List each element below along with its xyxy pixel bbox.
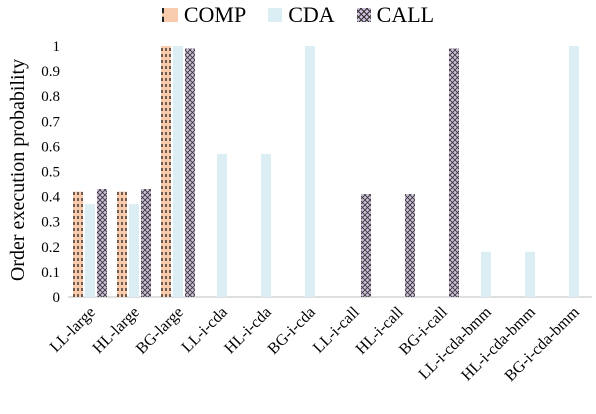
bar-call-bg-large <box>185 48 195 298</box>
bar-call-ll-i-call <box>361 194 371 297</box>
bar-cda-hl-i-cda-bmm <box>525 251 535 297</box>
legend-label-comp: COMP <box>183 2 247 27</box>
legend: COMP CDA CALL <box>0 0 596 30</box>
y-tick-label: 0.6 <box>41 139 60 155</box>
bars <box>73 46 579 298</box>
x-tick-label: HL-large <box>90 304 143 357</box>
legend-label-call: CALL <box>376 2 435 27</box>
bar-call-ll-large <box>97 189 107 297</box>
y-tick-label: 0.3 <box>41 215 60 231</box>
legend-swatch-call <box>356 8 371 22</box>
bar-cda-bg-i-cda-bmm <box>569 46 579 297</box>
bar-comp-bg-large <box>161 46 171 297</box>
bar-comp-ll-large <box>73 191 83 297</box>
legend-swatch-comp <box>161 8 178 22</box>
y-tick-label: 0 <box>53 290 61 306</box>
bar-comp-hl-large <box>117 191 127 297</box>
y-tick-label: 0.4 <box>41 190 60 206</box>
legend-item-comp: COMP <box>161 2 247 28</box>
y-axis-label: Order execution probability <box>7 59 29 281</box>
bar-cda-ll-large <box>85 204 95 297</box>
x-tick-label: BG-large <box>133 304 187 358</box>
bar-cda-ll-i-cda-bmm <box>481 251 491 297</box>
bar-cda-hl-i-cda <box>261 153 271 297</box>
x-tick-label: BG-i-cda <box>265 304 319 358</box>
bar-call-hl-large <box>141 189 151 297</box>
legend-swatch-cda <box>268 8 283 22</box>
y-tick-label: 0.8 <box>41 89 60 105</box>
bar-cda-bg-i-cda <box>305 46 315 297</box>
bar-cda-bg-large <box>173 46 183 297</box>
y-tick-label: 1 <box>53 39 61 55</box>
y-tick-label: 0.7 <box>41 114 60 130</box>
legend-label-cda: CDA <box>288 2 335 27</box>
bar-call-hl-i-call <box>405 194 415 297</box>
y-tick-label: 0.5 <box>41 165 60 181</box>
legend-item-cda: CDA <box>268 2 335 28</box>
x-tick-label: LL-large <box>47 304 99 356</box>
bar-cda-hl-large <box>129 204 139 297</box>
bar-call-bg-i-call <box>449 48 459 298</box>
x-tick-labels: LL-largeHL-largeBG-largeLL-i-cdaHL-i-cda… <box>47 303 583 385</box>
y-tick-label: 0.1 <box>41 265 60 281</box>
y-tick-labels: 0 0.1 0.2 0.3 0.4 0.5 0.6 0.7 0.8 0.9 1 <box>41 39 60 306</box>
legend-item-call: CALL <box>356 2 435 28</box>
y-tick-label: 0.9 <box>41 64 60 80</box>
bar-cda-ll-i-cda <box>217 153 227 297</box>
y-tick-label: 0.2 <box>41 240 60 256</box>
